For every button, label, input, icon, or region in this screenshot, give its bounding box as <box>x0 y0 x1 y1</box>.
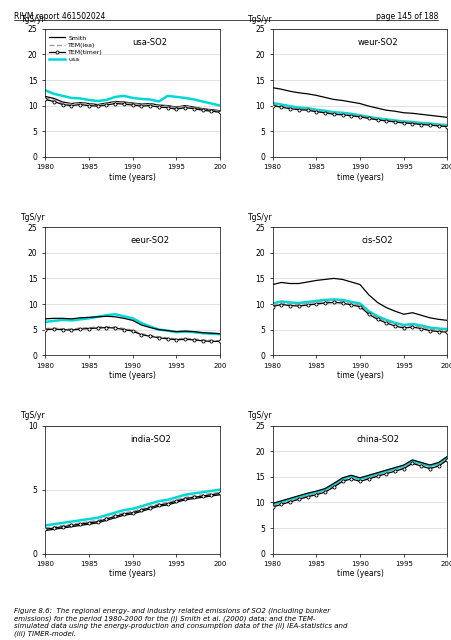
Text: TgS/yr: TgS/yr <box>248 213 272 222</box>
Text: RIVM report 461502024: RIVM report 461502024 <box>14 12 105 20</box>
Text: eeur-SO2: eeur-SO2 <box>130 236 169 245</box>
X-axis label: time (years): time (years) <box>109 570 156 579</box>
Text: TgS/yr: TgS/yr <box>248 412 272 420</box>
Text: TgS/yr: TgS/yr <box>248 15 272 24</box>
Text: page 145 of 188: page 145 of 188 <box>375 12 437 20</box>
Text: china-SO2: china-SO2 <box>355 435 398 444</box>
Text: usa-SO2: usa-SO2 <box>132 38 167 47</box>
X-axis label: time (years): time (years) <box>109 371 156 380</box>
Text: TgS/yr: TgS/yr <box>21 213 45 222</box>
X-axis label: time (years): time (years) <box>336 173 382 182</box>
Text: Figure 8.6:  The regional energy- and industry related emissions of SO2 (includi: Figure 8.6: The regional energy- and ind… <box>14 607 346 637</box>
Text: weur-SO2: weur-SO2 <box>356 38 397 47</box>
X-axis label: time (years): time (years) <box>336 371 382 380</box>
Text: TgS/yr: TgS/yr <box>21 412 45 420</box>
X-axis label: time (years): time (years) <box>336 570 382 579</box>
Legend: Smith, TEM(iea), TEM(timer), usa: Smith, TEM(iea), TEM(timer), usa <box>47 33 105 65</box>
Text: cis-SO2: cis-SO2 <box>361 236 392 245</box>
Text: TgS/yr: TgS/yr <box>21 15 45 24</box>
X-axis label: time (years): time (years) <box>109 173 156 182</box>
Text: india-SO2: india-SO2 <box>129 435 170 444</box>
